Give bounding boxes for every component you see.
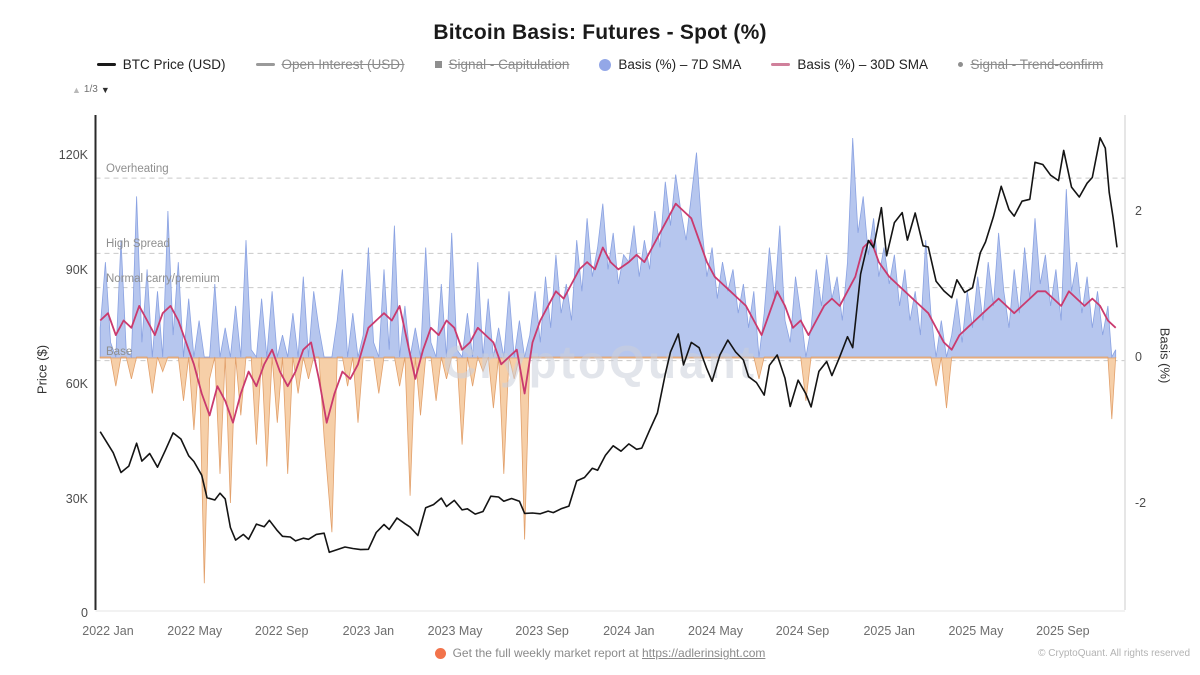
y-axis-tick-left: 60K xyxy=(65,377,88,391)
x-axis-tick: 2024 Jan xyxy=(603,624,655,638)
legend-page-down-icon[interactable]: ▼ xyxy=(100,84,110,95)
legend-item-label: BTC Price (USD) xyxy=(122,57,226,72)
btc-price-line xyxy=(99,137,1118,554)
legend-item-label: Signal - Trend-confirm xyxy=(970,57,1104,72)
report-link[interactable]: https://adlerinsight.com xyxy=(642,646,766,660)
basis-7d-area-positive xyxy=(99,137,1117,359)
legend-item-btc-price-usd[interactable]: BTC Price (USD) xyxy=(96,57,226,72)
legend-page-up-icon[interactable]: ▲ xyxy=(72,84,81,95)
legend-square-marker-icon xyxy=(434,61,442,68)
threshold-label: High Spread xyxy=(106,238,170,251)
legend-item-signal-trend-confirm[interactable]: Signal - Trend-confirm xyxy=(957,57,1104,72)
threshold-label: Base xyxy=(106,345,133,358)
x-axis-tick: 2022 May xyxy=(167,624,223,638)
x-axis-tick: 2022 Sep xyxy=(254,624,309,638)
threshold-label: Normal carry/premium xyxy=(106,272,220,285)
x-axis-tick: 2023 Jan xyxy=(342,624,395,638)
basis-7d-area-negative xyxy=(99,355,1117,584)
footer-text: Get the full weekly market report at xyxy=(452,646,642,660)
y-axis-tick-right: 2 xyxy=(1135,204,1142,218)
legend-item-label: Basis (%) – 30D SMA xyxy=(797,57,928,72)
chart-legend: BTC Price (USD) Open Interest (USD) Signal… xyxy=(0,57,1200,72)
x-axis-tick: 2023 May xyxy=(427,624,483,638)
y-axis-tick-left: 120K xyxy=(58,148,88,162)
y-axis-tick-right: -2 xyxy=(1135,496,1147,510)
x-axis-tick: 2025 Sep xyxy=(1036,624,1090,638)
x-axis-tick: 2022 Jan xyxy=(82,624,134,638)
legend-item-open-interest-usd[interactable]: Open Interest (USD) xyxy=(255,57,405,72)
threshold-label: Overheating xyxy=(106,163,169,176)
y-axis-tick-left: 90K xyxy=(65,262,88,277)
x-axis-tick: 2024 May xyxy=(688,624,743,638)
legend-circle-marker-icon xyxy=(599,58,612,71)
y-axis-tick-right: 0 xyxy=(1135,350,1142,364)
y-axis-title-left: Price ($) xyxy=(34,344,50,395)
legend-item-signal-capitulation[interactable]: Signal - Capitulation xyxy=(434,57,570,72)
y-axis-tick-left: 30K xyxy=(65,491,88,506)
legend-item-basis-7d-sma[interactable]: Basis (%) – 7D SMA xyxy=(599,57,741,72)
legend-line-marker-icon xyxy=(771,63,791,66)
legend-line-marker-icon xyxy=(255,63,275,66)
x-axis-tick: 2025 Jan xyxy=(863,624,915,638)
page-title: Bitcoin Basis: Futures - Spot (%) xyxy=(433,21,767,44)
footer-banner: Get the full weekly market report at htt… xyxy=(0,646,1200,660)
legend-item-label: Basis (%) – 7D SMA xyxy=(618,57,742,72)
y-axis-tick-left: 0 xyxy=(81,606,88,620)
y-axis-title-right: Basis (%) xyxy=(1157,327,1173,384)
report-dot-icon xyxy=(434,647,446,659)
cryptoquant-watermark: CryptoQuant xyxy=(443,336,757,388)
legend-item-label: Signal - Capitulation xyxy=(448,57,570,72)
legend-item-basis-30d-sma[interactable]: Basis (%) – 30D SMA xyxy=(771,57,928,72)
x-axis-tick: 2025 May xyxy=(948,624,1004,638)
x-axis-tick: 2023 Sep xyxy=(515,624,569,638)
legend-line-marker-icon xyxy=(96,63,116,66)
legend-item-label: Open Interest (USD) xyxy=(281,57,405,72)
copyright-text: © CryptoQuant. All rights reserved xyxy=(1038,648,1190,659)
basis-30d-sma-line xyxy=(99,202,1117,424)
legend-pager: ▲ 1/3 ▼ xyxy=(72,84,110,95)
legend-dot-marker-icon xyxy=(957,61,964,68)
x-axis-tick: 2024 Sep xyxy=(775,624,830,638)
legend-page-indicator: 1/3 xyxy=(83,84,98,95)
